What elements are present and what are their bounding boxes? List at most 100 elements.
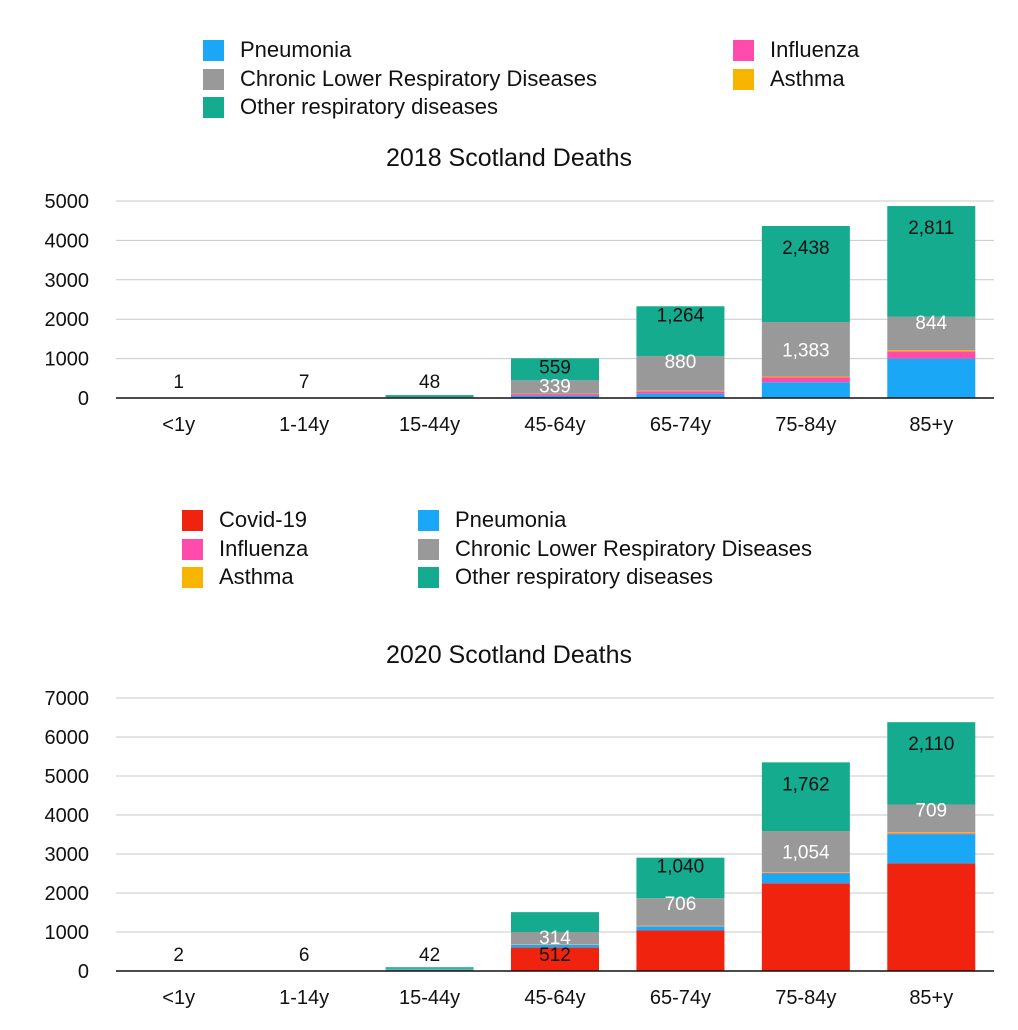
y-tick-label: 4000	[45, 230, 90, 252]
bar-segment	[761, 872, 850, 874]
bar-segment	[887, 863, 976, 971]
legend-swatch	[182, 509, 203, 531]
bar-segment	[761, 377, 850, 383]
x-tick-label: 1-14y	[279, 987, 329, 1009]
data-label: 1,264	[657, 305, 705, 326]
x-tick-label: 1-14y	[279, 414, 329, 436]
data-label: 512	[539, 945, 571, 966]
chart-title-2018: 2018 Scotland Deaths	[385, 144, 632, 172]
bar-segment	[761, 322, 850, 377]
data-label: 880	[665, 352, 697, 373]
bar-segment	[887, 358, 976, 398]
legend-item-pneumonia: Pneumonia	[203, 37, 351, 63]
data-label: 48	[419, 372, 440, 393]
bar-segment	[511, 395, 599, 398]
bar-segment	[887, 804, 976, 833]
legend-swatch	[182, 538, 203, 560]
y-tick-label: 1000	[45, 349, 90, 371]
x-tick-label: 15-44y	[399, 414, 460, 436]
bar-segment	[761, 831, 850, 873]
bar-segment	[887, 350, 976, 352]
y-tick-label: 3000	[45, 844, 90, 866]
y-tick-label: 0	[78, 388, 89, 410]
legend-swatch	[203, 39, 224, 61]
bar-segment	[887, 206, 976, 317]
legend-item-chronic-lower-respiratory: Chronic Lower Respiratory Diseases	[418, 536, 812, 562]
y-tick-label: 6000	[45, 727, 90, 749]
data-label: 709	[915, 800, 947, 821]
legend-swatch	[418, 538, 439, 560]
bar-segment	[511, 944, 599, 948]
legend-swatch	[733, 39, 754, 61]
data-label: 6	[299, 945, 310, 966]
x-tick-label: <1y	[162, 987, 195, 1009]
y-tick-label: 2000	[45, 883, 90, 905]
data-label: 1,054	[782, 843, 830, 864]
data-label: 42	[419, 945, 440, 966]
bar-segment	[761, 376, 850, 378]
legend-item-covid-19: Covid-19	[182, 507, 307, 533]
bar-segment	[511, 912, 599, 933]
data-label: 2	[173, 945, 184, 966]
x-tick-label: 75-84y	[775, 987, 836, 1009]
bar-segment	[761, 382, 850, 398]
bar-segment	[761, 226, 850, 323]
y-tick-label: 5000	[45, 766, 90, 788]
bar-segment	[385, 969, 474, 971]
bar-segment	[636, 306, 725, 357]
legend-swatch	[418, 509, 439, 531]
bar-segment	[636, 356, 725, 391]
bar-segment	[761, 762, 850, 832]
data-label: 1,383	[782, 340, 830, 361]
legend-item-asthma: Asthma	[733, 66, 845, 92]
data-label: 339	[539, 376, 571, 397]
x-tick-label: 65-74y	[650, 987, 711, 1009]
legend-label: Asthma	[219, 564, 294, 589]
legend-label: Chronic Lower Respiratory Diseases	[455, 536, 813, 561]
bar-segment	[636, 898, 725, 926]
bar-segment	[887, 351, 976, 359]
y-tick-label: 0	[78, 961, 89, 983]
bar-segment	[636, 391, 725, 394]
legend-label: Pneumonia	[455, 507, 567, 532]
legend-item-influenza: Influenza	[733, 37, 859, 63]
bar-segment	[511, 947, 599, 971]
data-label: 2,811	[908, 218, 954, 239]
data-label: 314	[539, 928, 571, 949]
x-tick-label: 75-84y	[775, 414, 836, 436]
bar-segment	[887, 833, 976, 835]
legend-item-other-respiratory: Other respiratory diseases	[418, 564, 713, 590]
bar-segment	[887, 722, 976, 805]
legend-swatch	[203, 68, 224, 90]
bar-segment	[511, 394, 599, 396]
data-label: 706	[665, 894, 697, 915]
legend-label: Influenza	[770, 37, 860, 62]
bar-segment	[887, 834, 976, 864]
legend-swatch	[418, 566, 439, 588]
data-label: 1,040	[657, 857, 705, 878]
bar-segment	[511, 932, 599, 945]
x-tick-label: 45-64y	[524, 414, 585, 436]
bar-segment	[761, 883, 850, 971]
legend-item-other-respiratory: Other respiratory diseases	[203, 94, 498, 120]
legend-item-pneumonia: Pneumonia	[418, 507, 566, 533]
data-label: 2,438	[782, 238, 830, 259]
y-tick-label: 1000	[45, 922, 90, 944]
x-tick-label: 85+y	[909, 414, 953, 436]
y-tick-label: 2000	[45, 309, 90, 331]
legend-item-chronic-lower-respiratory: Chronic Lower Respiratory Diseases	[203, 66, 597, 92]
bar-segment	[887, 832, 976, 834]
x-tick-label: 15-44y	[399, 987, 460, 1009]
legend-label: Influenza	[219, 536, 309, 561]
y-tick-label: 3000	[45, 270, 90, 292]
legend-item-influenza: Influenza	[182, 536, 308, 562]
data-label: 1	[173, 372, 184, 393]
legend-label: Pneumonia	[240, 37, 352, 62]
data-label: 2,110	[908, 734, 954, 755]
legend-label: Chronic Lower Respiratory Diseases	[240, 66, 598, 91]
x-tick-label: 45-64y	[524, 987, 585, 1009]
legend-swatch	[733, 68, 754, 90]
y-tick-label: 7000	[45, 688, 90, 710]
bar-segment	[636, 393, 725, 398]
